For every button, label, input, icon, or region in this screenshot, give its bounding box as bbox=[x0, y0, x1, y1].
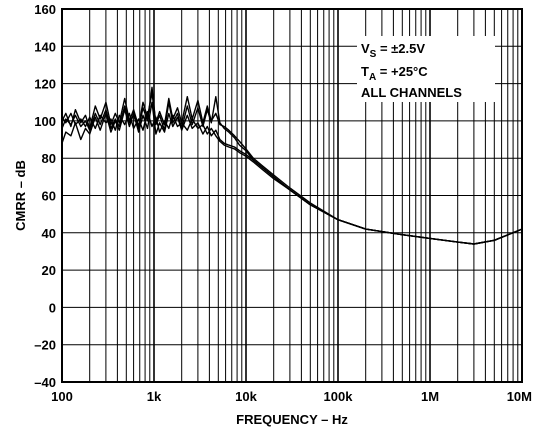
x-tick-label: 1M bbox=[421, 389, 439, 404]
y-tick-label: 40 bbox=[42, 226, 56, 241]
y-tick-label: –20 bbox=[34, 338, 56, 353]
annotation-temperature: TA = +25°C bbox=[361, 64, 428, 83]
annotation-supply-symbol: V bbox=[361, 41, 370, 56]
y-tick-label: 140 bbox=[34, 39, 56, 54]
annotation-supply-subscript: S bbox=[370, 49, 377, 60]
series-line-4 bbox=[61, 110, 523, 245]
x-tick-label: 1k bbox=[147, 389, 162, 404]
annotation-temperature-value: = +25°C bbox=[376, 64, 428, 79]
annotation-temperature-subscript: A bbox=[369, 72, 376, 83]
series-lines bbox=[61, 86, 523, 245]
annotation-supply: VS = ±2.5V bbox=[361, 41, 425, 60]
annotation-channels: ALL CHANNELS bbox=[361, 85, 462, 100]
x-tick-label: 10k bbox=[235, 389, 257, 404]
series-line-3 bbox=[61, 101, 523, 245]
y-tick-label: 20 bbox=[42, 263, 56, 278]
y-tick-label: –40 bbox=[34, 375, 56, 390]
y-tick-label: 0 bbox=[49, 300, 56, 315]
y-tick-label: 80 bbox=[42, 151, 56, 166]
y-tick-label: 60 bbox=[42, 189, 56, 204]
y-tick-label: 160 bbox=[34, 2, 56, 17]
series-line-1 bbox=[61, 92, 523, 245]
annotation-temperature-symbol: T bbox=[361, 64, 369, 79]
plot-frame bbox=[61, 8, 523, 383]
x-axis-title: FREQUENCY – Hz bbox=[236, 412, 348, 427]
x-tick-labels: 100 1k 10k 100k 1M 10M bbox=[51, 389, 532, 404]
annotation-supply-value: = ±2.5V bbox=[376, 41, 425, 56]
y-tick-label: 100 bbox=[34, 114, 56, 129]
x-tick-label: 100k bbox=[324, 389, 354, 404]
y-tick-label: 120 bbox=[34, 77, 56, 92]
annotation-background bbox=[357, 36, 495, 102]
series-line-2 bbox=[61, 86, 523, 245]
x-tick-label: 10M bbox=[507, 389, 532, 404]
y-axis-title: CMRR – dB bbox=[13, 160, 28, 231]
x-tick-label: 100 bbox=[51, 389, 73, 404]
y-tick-labels: 160 140 120 100 80 60 40 20 0 –20 –40 bbox=[34, 2, 56, 390]
